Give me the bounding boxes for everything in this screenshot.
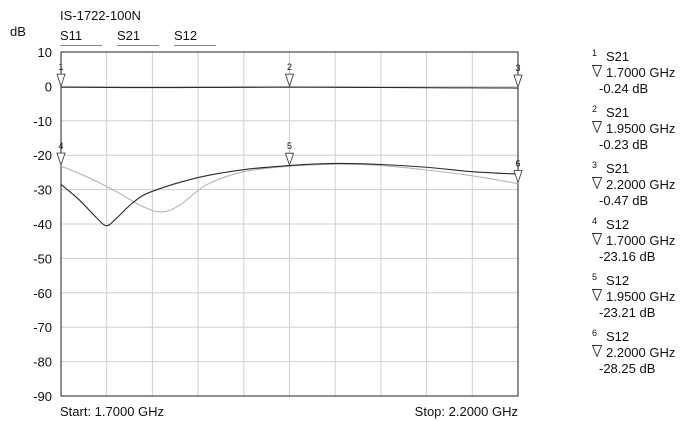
marker-readout-6: 6 S12 2.2000 GHz -28.25 dB: [592, 328, 692, 384]
marker-4-triangle-icon: [56, 152, 66, 167]
y-tick-label: -40: [33, 217, 52, 232]
marker-value: -23.21 dB: [599, 305, 656, 320]
marker-readout-2: 2 S21 1.9500 GHz -0.23 dB: [592, 104, 692, 160]
y-tick-label: -10: [33, 114, 52, 129]
marker-6-triangle-icon: [513, 170, 523, 185]
marker-readout-3: 3 S21 2.2000 GHz -0.47 dB: [592, 160, 692, 216]
marker-parameter: S12: [606, 273, 630, 288]
grid: [61, 52, 518, 396]
y-tick-label: -60: [33, 286, 52, 301]
marker-parameter: S12: [606, 329, 630, 344]
marker-triangle-icon: [592, 121, 602, 133]
marker-frequency: 2.2000 GHz: [606, 345, 676, 360]
marker-parameter: S21: [606, 105, 630, 120]
marker-symbols: 1 2 3 4 5 6: [56, 62, 523, 185]
marker-readout-5: 5 S12 1.9500 GHz -23.21 dB: [592, 272, 692, 328]
y-axis-label: dB: [10, 24, 26, 39]
marker-triangle-icon: [592, 289, 602, 301]
marker-readout-1: 1 S21 1.7000 GHz -0.24 dB: [592, 48, 692, 104]
chart-title: IS-1722-100N: [60, 8, 141, 23]
marker-value: -0.24 dB: [599, 81, 649, 96]
start-frequency-label: Start: 1.7000 GHz: [60, 404, 164, 419]
marker-2-triangle-icon: [284, 73, 295, 88]
trace-s12: [60, 163, 519, 213]
legend-tab-s21[interactable]: S21: [117, 28, 140, 43]
y-tick-label: -30: [33, 183, 52, 198]
marker-triangle-icon: [592, 233, 602, 245]
trace-s11: [60, 162, 519, 227]
marker-triangle-icon: [592, 65, 602, 77]
marker-parameter: S21: [606, 161, 630, 176]
trace-legend-tabs: S11 S21 S12: [60, 28, 216, 46]
y-tick-label: -80: [33, 355, 52, 370]
marker-triangle-icon: [592, 177, 602, 189]
marker-frequency: 1.9500 GHz: [606, 121, 676, 136]
legend-tab-s12[interactable]: S12: [174, 28, 197, 43]
y-tick-label: -70: [33, 320, 52, 335]
marker-6-label: 6: [515, 159, 520, 169]
marker-3-triangle-icon: [513, 74, 523, 89]
y-tick-labels: 10 0 -10 -20 -30 -40 -50 -60 -70 -80 -90: [33, 45, 52, 404]
marker-3-label: 3: [515, 63, 520, 73]
marker-frequency: 1.7000 GHz: [606, 65, 676, 80]
marker-2-label: 2: [287, 62, 292, 72]
marker-4-label: 4: [58, 141, 63, 151]
marker-number: 1: [592, 48, 598, 58]
y-tick-label: 10: [38, 45, 52, 60]
marker-frequency: 2.2000 GHz: [606, 177, 676, 192]
marker-parameter: S12: [606, 217, 630, 232]
marker-value: -28.25 dB: [599, 361, 656, 376]
marker-5-triangle-icon: [284, 152, 295, 167]
marker-1-label: 1: [58, 62, 63, 72]
y-tick-label: 0: [45, 79, 52, 94]
marker-number: 6: [592, 328, 598, 338]
marker-readout-panel: 1 S21 1.7000 GHz -0.24 dB 2 S21 1.9500 G…: [592, 48, 692, 384]
marker-triangle-icon: [592, 345, 602, 357]
marker-number: 2: [592, 104, 598, 114]
marker-number: 3: [592, 160, 598, 170]
stop-frequency-label: Stop: 2.2000 GHz: [415, 404, 518, 419]
marker-5-label: 5: [287, 141, 292, 151]
marker-number: 4: [592, 216, 598, 226]
y-tick-label: -50: [33, 251, 52, 266]
plot-frame: [60, 51, 519, 397]
marker-parameter: S21: [606, 49, 630, 64]
y-tick-label: -20: [33, 148, 52, 163]
marker-frequency: 1.7000 GHz: [606, 233, 676, 248]
y-tick-label: -90: [33, 389, 52, 404]
marker-value: -0.47 dB: [599, 193, 649, 208]
marker-1-triangle-icon: [56, 73, 66, 88]
marker-readout-4: 4 S12 1.7000 GHz -23.16 dB: [592, 216, 692, 272]
marker-number: 5: [592, 272, 598, 282]
marker-value: -23.16 dB: [599, 249, 656, 264]
marker-value: -0.23 dB: [599, 137, 649, 152]
legend-tab-s11[interactable]: S11: [60, 28, 82, 43]
marker-frequency: 1.9500 GHz: [606, 289, 676, 304]
